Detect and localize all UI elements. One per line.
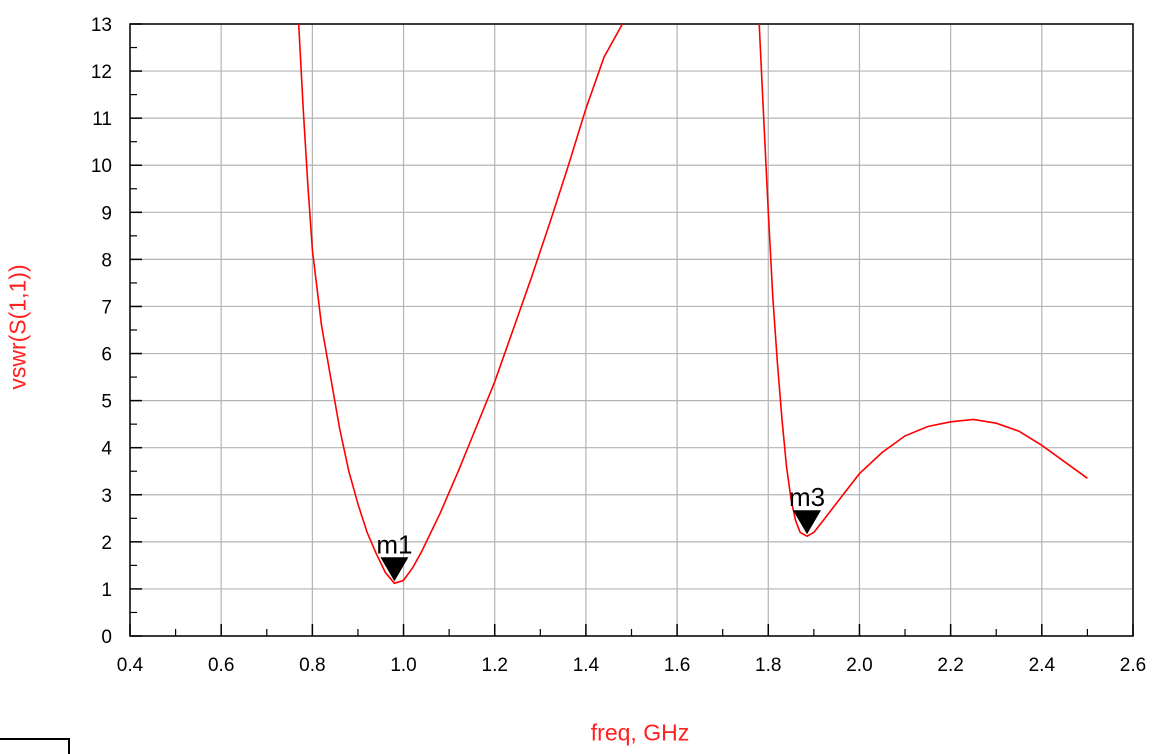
x-tick-label: 1.2 xyxy=(482,655,508,676)
x-tick-label: 1.0 xyxy=(390,655,416,676)
y-tick-label: 6 xyxy=(101,345,112,366)
marker-triangle xyxy=(793,510,822,535)
y-tick-label: 7 xyxy=(101,297,112,318)
marker-label: m3 xyxy=(789,482,825,512)
x-axis-label: freq, GHz xyxy=(590,719,690,746)
y-tick-label: 12 xyxy=(91,62,112,83)
x-tick-label: 2.6 xyxy=(1120,655,1146,676)
y-tick-label: 11 xyxy=(92,109,112,130)
marker-triangle xyxy=(380,557,409,582)
y-axis-label: vswr(S(1,1)) xyxy=(4,264,31,390)
tick-labels: 0.4 0.6 0.8 1.0 1.2 1.4 1.6 1.8 2.0 2.2 2.4 2.60123… xyxy=(91,15,1146,676)
y-tick-label: 9 xyxy=(101,203,112,224)
vswr-curve xyxy=(758,23,1088,538)
x-tick-label: 2.0 xyxy=(846,655,872,676)
plot-frame xyxy=(129,23,1134,637)
grid-lines xyxy=(129,23,1134,637)
x-tick-label: 1.6 xyxy=(664,655,690,676)
y-tick-label: 2 xyxy=(101,533,112,554)
markers: m1 m3 xyxy=(376,482,825,582)
y-tick-label: 5 xyxy=(101,392,112,413)
x-tick-label: 1.4 xyxy=(573,655,600,676)
y-tick-label: 1 xyxy=(101,580,112,601)
y-tick-label: 3 xyxy=(101,486,112,507)
x-tick-label: 0.8 xyxy=(299,655,325,676)
corner-frame xyxy=(0,738,70,754)
y-tick-label: 0 xyxy=(101,627,112,648)
y-tick-label: 8 xyxy=(101,250,112,271)
x-tick-label: 0.4 xyxy=(117,655,144,676)
y-tick-label: 13 xyxy=(91,15,112,36)
marker-label: m1 xyxy=(376,529,412,559)
y-tick-label: 10 xyxy=(91,156,112,177)
vswr-curve xyxy=(297,23,624,585)
y-tick-label: 4 xyxy=(101,439,112,460)
x-tick-label: 0.6 xyxy=(208,655,234,676)
x-tick-label: 2.4 xyxy=(1029,655,1056,676)
data-series xyxy=(297,23,1088,585)
x-tick-label: 2.2 xyxy=(937,655,963,676)
axes xyxy=(129,23,1134,637)
x-tick-label: 1.8 xyxy=(755,655,781,676)
